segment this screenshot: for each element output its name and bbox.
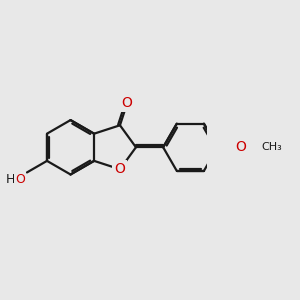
Text: O: O [15,173,25,186]
Text: O: O [122,96,133,110]
Text: H: H [6,173,15,186]
Text: O: O [115,162,125,176]
Text: O: O [235,140,246,154]
Text: CH₃: CH₃ [261,142,282,152]
